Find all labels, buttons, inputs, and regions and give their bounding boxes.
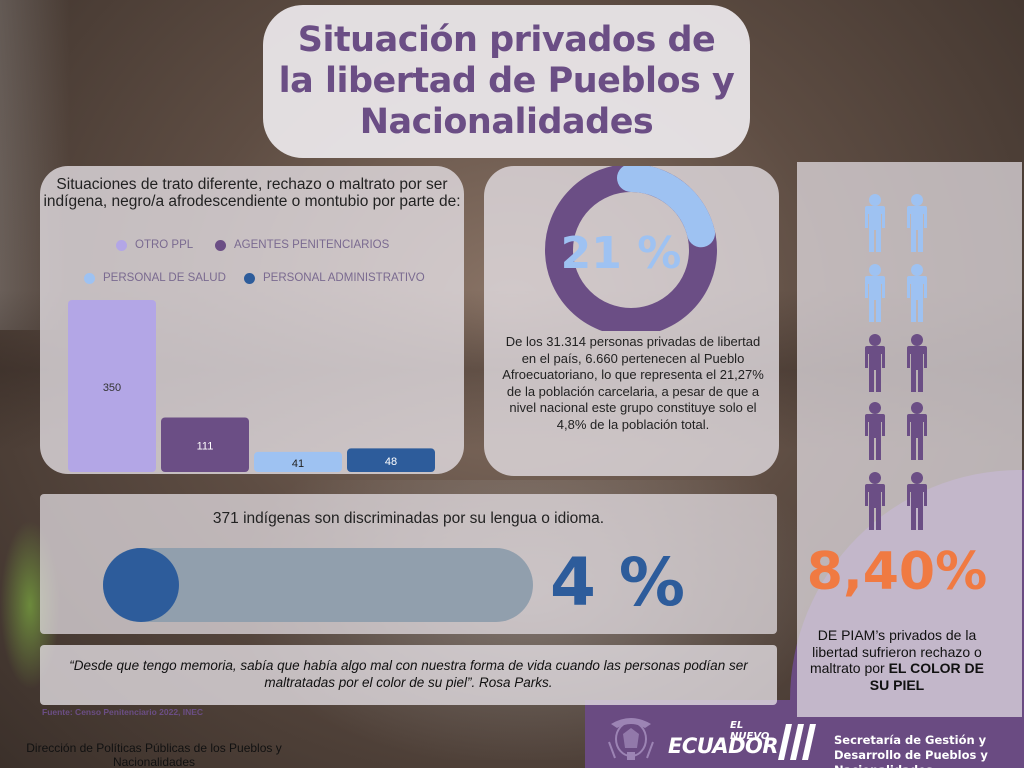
bar-value-label: 350 [103, 382, 121, 394]
legend-label: PERSONAL ADMINISTRATIVO [263, 272, 425, 284]
donut-panel: 21 % De los 31.314 personas privadas de … [484, 166, 779, 476]
bar-value-label: 41 [292, 458, 304, 470]
quote-italic: “Desde que tengo memoria, sabía que habí… [69, 658, 748, 690]
bar-3 [254, 451, 342, 472]
person-icon [907, 402, 927, 460]
quote-text: “Desde que tengo memoria, sabía que habí… [40, 657, 777, 691]
legend-otro-ppl: OTRO PPL [116, 239, 193, 251]
language-panel: 371 indígenas son discriminadas por su l… [40, 494, 777, 634]
bar-4 [347, 448, 435, 472]
person-icon [907, 194, 927, 252]
person-icon [865, 472, 885, 530]
people-pictogram [865, 194, 927, 530]
logo-slashes-icon [778, 724, 816, 760]
person-icon [865, 264, 885, 322]
donut-description: De los 31.314 personas privadas de liber… [502, 334, 764, 432]
people-text-normal: DE PIAM’s privados de la libertad sufrie… [809, 627, 982, 676]
legend-salud: PERSONAL DE SALUD [84, 272, 226, 284]
title-box: Situación privados de la libertad de Pue… [263, 5, 750, 158]
people-text-bold: EL COLOR DE SU PIEL [869, 660, 984, 693]
page-title: Situación privados de la libertad de Pue… [278, 20, 735, 142]
language-percent-label: 4 % [550, 544, 686, 621]
people-percent-label: 8,40% [806, 542, 988, 602]
people-pictogram-panel: 8,40% DE PIAM’s privados de la libertad … [797, 162, 1022, 717]
bar-value-label: 48 [385, 456, 397, 468]
bar-1 [68, 300, 156, 472]
bar-2 [161, 417, 249, 472]
language-progress-fill [103, 548, 179, 622]
logo-small-text: EL NUEVO [730, 720, 770, 742]
legend-swatch [244, 272, 255, 284]
legend-administrativo: PERSONAL ADMINISTRATIVO [244, 272, 425, 284]
person-icon [907, 472, 927, 530]
legend-label: AGENTES PENITENCIARIOS [234, 239, 390, 251]
language-progress-bar [103, 548, 533, 622]
bar-chart-panel: Situaciones de trato diferente, rechazo … [40, 166, 464, 474]
secretaria-name: Secretaría de Gestión y Desarrollo de Pu… [834, 733, 988, 768]
person-icon [907, 334, 927, 392]
chart-title: Situaciones de trato diferente, rechazo … [43, 176, 461, 210]
person-icon [865, 402, 885, 460]
legend-label: OTRO PPL [135, 239, 194, 251]
person-icon [865, 334, 885, 392]
ecuador-seal-icon [608, 718, 654, 760]
language-heading: 371 indígenas son discriminadas por su l… [212, 510, 605, 527]
people-description: DE PIAM’s privados de la libertad sufrie… [803, 627, 991, 693]
donut-chart: 21 % [545, 166, 717, 331]
person-icon [907, 264, 927, 322]
legend-swatch [116, 239, 127, 251]
quote-panel: “Desde que tengo memoria, sabía que habí… [40, 645, 777, 705]
person-icon [865, 194, 885, 252]
bar-chart: 350 111 41 48 [68, 300, 435, 472]
footer-department: Dirección de Políticas Públicas de los P… [26, 741, 282, 768]
legend-swatch [84, 272, 95, 284]
legend-agentes: AGENTES PENITENCIARIOS [215, 239, 389, 251]
bar-value-label: 111 [197, 441, 214, 453]
legend-label: PERSONAL DE SALUD [103, 272, 226, 284]
donut-percent-label: 21 % [561, 228, 682, 279]
logo-big-text: ECUADOR [668, 734, 779, 758]
source-note: Fuente: Censo Penitenciario 2022, INEC [42, 707, 204, 717]
donut-filled-arc [617, 166, 716, 248]
el-nuevo-ecuador-logo: EL NUEVO ECUADOR [668, 720, 779, 766]
legend-swatch [215, 239, 226, 251]
